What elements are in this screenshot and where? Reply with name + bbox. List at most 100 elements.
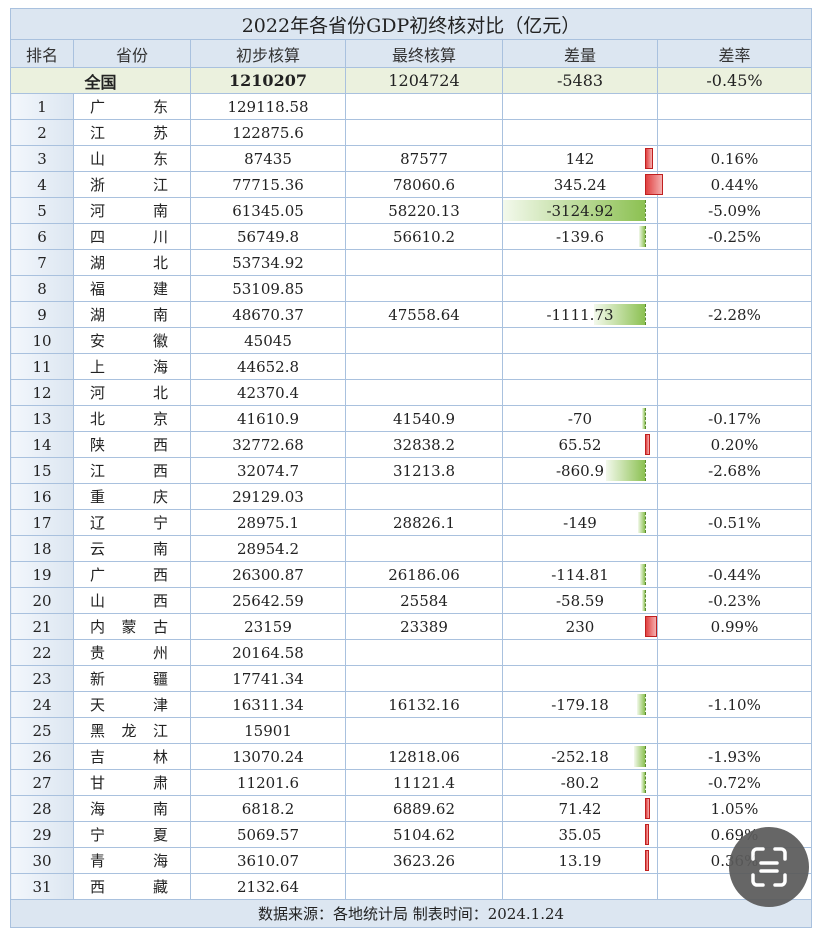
province-cell: 青海 — [73, 847, 191, 874]
rate-cell: 1.05% — [657, 795, 812, 822]
diff-cell — [502, 639, 658, 666]
rate-cell — [657, 379, 812, 406]
national-name: 全国 — [10, 67, 191, 94]
diff-bar-positive — [645, 616, 658, 637]
diff-bar-positive — [645, 434, 650, 455]
diff-cell — [502, 327, 658, 354]
rate-cell: 0.16% — [657, 145, 812, 172]
final-cell: 16132.16 — [345, 691, 503, 718]
diff-cell: -80.2 — [502, 769, 658, 796]
province-cell: 重庆 — [73, 483, 191, 510]
diff-cell — [502, 275, 658, 302]
diff-bar-negative — [639, 564, 646, 585]
province-cell: 河南 — [73, 197, 191, 224]
final-cell — [345, 353, 503, 380]
rate-cell: -0.72% — [657, 769, 812, 796]
rank-cell: 28 — [10, 795, 74, 822]
diff-cell: 35.05 — [502, 821, 658, 848]
final-cell: 31213.8 — [345, 457, 503, 484]
scan-text-button[interactable] — [729, 827, 809, 907]
table-row: 31 西藏 2132.64 — [10, 873, 812, 900]
diff-cell: 345.24 — [502, 171, 663, 198]
initial-cell: 13070.24 — [190, 743, 346, 770]
rank-cell: 30 — [10, 847, 74, 874]
province-cell: 安徽 — [73, 327, 191, 354]
rank-cell: 26 — [10, 743, 74, 770]
rate-cell — [657, 483, 812, 510]
province-name: 天津 — [90, 696, 168, 714]
rate-cell: 0.44% — [657, 171, 812, 198]
province-cell: 广东 — [73, 93, 191, 120]
header-rate: 差率 — [657, 39, 812, 68]
header-province: 省份 — [73, 39, 191, 68]
diff-bar-negative — [605, 460, 646, 481]
province-name: 甘肃 — [90, 774, 168, 792]
diff-cell: 13.19 — [502, 847, 658, 874]
initial-cell: 53109.85 — [190, 275, 346, 302]
initial-cell: 28954.2 — [190, 535, 346, 562]
table-title: 2022年各省份GDP初终核对比（亿元） — [10, 8, 812, 40]
rank-cell: 9 — [10, 301, 74, 328]
rate-cell — [657, 639, 812, 666]
province-cell: 内蒙古 — [73, 613, 191, 640]
province-name: 福建 — [90, 280, 168, 298]
final-cell: 26186.06 — [345, 561, 503, 588]
province-cell: 浙江 — [73, 171, 191, 198]
table-row: 14 陕西 32772.68 32838.2 65.52 0.20% — [10, 431, 812, 458]
province-name: 湖南 — [90, 306, 168, 324]
diff-cell: -179.18 — [502, 691, 658, 718]
final-cell: 23389 — [345, 613, 503, 640]
province-cell: 西藏 — [73, 873, 191, 900]
rate-cell: -1.10% — [657, 691, 812, 718]
province-name: 云南 — [90, 540, 168, 558]
diff-bar-positive — [645, 148, 654, 169]
diff-bar-negative — [638, 226, 646, 247]
rank-cell: 31 — [10, 873, 74, 900]
rate-cell: -0.17% — [657, 405, 812, 432]
diff-cell — [502, 873, 658, 900]
final-cell: 11121.4 — [345, 769, 503, 796]
rate-cell — [657, 353, 812, 380]
rate-cell: -0.23% — [657, 587, 812, 614]
table-row: 2 江苏 122875.6 — [10, 119, 812, 146]
diff-value: -139.6 — [555, 227, 604, 246]
initial-cell: 2132.64 — [190, 873, 346, 900]
table-row: 22 贵州 20164.58 — [10, 639, 812, 666]
province-name: 江苏 — [90, 124, 168, 142]
final-cell: 47558.64 — [345, 301, 503, 328]
table-row: 4 浙江 77715.36 78060.6 345.24 0.44% — [10, 171, 812, 198]
diff-bar-negative — [636, 694, 646, 715]
province-name: 湖北 — [90, 254, 168, 272]
final-cell — [345, 119, 503, 146]
province-name: 山东 — [90, 150, 168, 168]
final-cell — [345, 535, 503, 562]
table-row: 11 上海 44652.8 — [10, 353, 812, 380]
initial-cell: 44652.8 — [190, 353, 346, 380]
initial-cell: 56749.8 — [190, 223, 346, 250]
province-name: 河北 — [90, 384, 168, 402]
diff-value: -860.9 — [555, 461, 604, 480]
final-cell: 5104.62 — [345, 821, 503, 848]
table-row: 17 辽宁 28975.1 28826.1 -149 -0.51% — [10, 509, 812, 536]
rank-cell: 19 — [10, 561, 74, 588]
final-cell: 25584 — [345, 587, 503, 614]
diff-value: -252.18 — [551, 747, 609, 766]
diff-value: -58.59 — [555, 591, 604, 610]
diff-cell: -70 — [502, 405, 658, 432]
province-cell: 湖南 — [73, 301, 191, 328]
final-cell — [345, 379, 503, 406]
diff-cell: -860.9 — [502, 457, 658, 484]
province-cell: 福建 — [73, 275, 191, 302]
initial-cell: 41610.9 — [190, 405, 346, 432]
rate-cell: 0.99% — [657, 613, 812, 640]
final-cell: 78060.6 — [345, 171, 503, 198]
table-row: 8 福建 53109.85 — [10, 275, 812, 302]
province-cell: 广西 — [73, 561, 191, 588]
rank-cell: 3 — [10, 145, 74, 172]
header-rank: 排名 — [10, 39, 74, 68]
rank-cell: 23 — [10, 665, 74, 692]
initial-cell: 5069.57 — [190, 821, 346, 848]
diff-value: -179.18 — [551, 695, 609, 714]
rank-cell: 7 — [10, 249, 74, 276]
province-name: 黑龙江 — [90, 722, 168, 740]
